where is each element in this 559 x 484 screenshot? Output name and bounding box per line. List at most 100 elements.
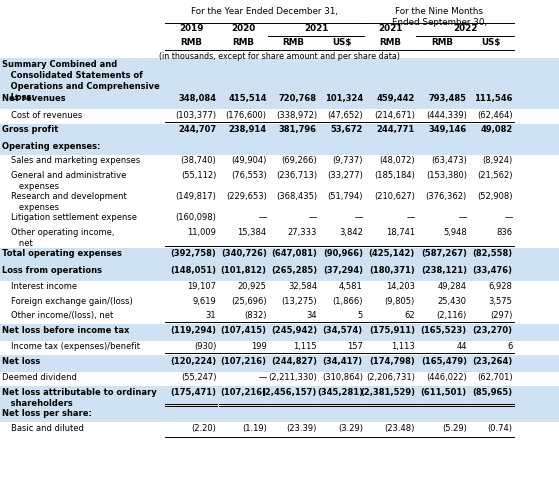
Bar [0,124,559,140]
Text: 20,925: 20,925 [238,282,267,291]
Text: (9,805): (9,805) [385,297,415,306]
Text: 111,546: 111,546 [474,94,513,104]
Text: 2022: 2022 [453,24,477,33]
Text: Net revenues: Net revenues [2,94,65,104]
Text: 14,203: 14,203 [386,282,415,291]
Text: RMB: RMB [181,38,202,47]
Text: 31: 31 [206,311,216,320]
Text: 349,146: 349,146 [429,125,467,135]
Text: (446,022): (446,022) [426,373,467,382]
Text: 9,619: 9,619 [193,297,216,306]
Text: (37,294): (37,294) [323,266,363,275]
Text: 199: 199 [251,342,267,351]
Bar [0,372,559,386]
Text: 27,333: 27,333 [287,228,317,237]
Bar [0,109,559,124]
Text: (63,473): (63,473) [431,156,467,166]
Text: (69,266): (69,266) [281,156,317,166]
Text: Other operating income,
   net: Other operating income, net [11,228,115,248]
Text: (2,206,731): (2,206,731) [366,373,415,382]
Text: (165,479): (165,479) [421,357,467,366]
Text: Cost of revenues: Cost of revenues [11,111,82,120]
Text: (160,098): (160,098) [176,213,216,223]
Text: (25,696): (25,696) [231,297,267,306]
Text: (185,184): (185,184) [374,171,415,180]
Bar [0,169,559,191]
Text: 101,324: 101,324 [325,94,363,104]
Text: (33,476): (33,476) [472,266,513,275]
Bar [0,212,559,227]
Text: (832): (832) [244,311,267,320]
Text: (174,798): (174,798) [369,357,415,366]
Bar [0,58,559,93]
Text: 720,768: 720,768 [279,94,317,104]
Text: (2,116): (2,116) [437,311,467,320]
Text: (245,942): (245,942) [271,326,317,335]
Text: (176,600): (176,600) [226,111,267,120]
Text: (229,653): (229,653) [226,192,267,201]
Text: 2021: 2021 [304,24,329,33]
Text: (49,904): (49,904) [231,156,267,166]
Bar [0,248,559,264]
Text: (13,275): (13,275) [281,297,317,306]
Text: 2019: 2019 [179,24,203,33]
Text: (345,281): (345,281) [317,388,363,397]
Text: (310,864): (310,864) [322,373,363,382]
Text: (425,142): (425,142) [368,249,415,258]
Bar [0,408,559,422]
Text: (9,737): (9,737) [332,156,363,166]
Text: Total operating expenses: Total operating expenses [2,249,121,258]
Text: (153,380): (153,380) [426,171,467,180]
Text: Research and development
   expenses: Research and development expenses [11,192,127,212]
Text: (214,671): (214,671) [374,111,415,120]
Text: (5.29): (5.29) [442,424,467,433]
Text: 157: 157 [347,342,363,351]
Text: —: — [258,373,267,382]
Text: (23.39): (23.39) [287,424,317,433]
Text: —: — [354,213,363,223]
Bar [0,227,559,248]
Text: (2.20): (2.20) [192,424,216,433]
Text: (244,827): (244,827) [271,357,317,366]
Text: Gross profit: Gross profit [2,125,58,135]
Text: —: — [406,213,415,223]
Text: 5,948: 5,948 [443,228,467,237]
Text: (165,523): (165,523) [420,326,467,335]
Text: (1,866): (1,866) [332,297,363,306]
Text: (in thousands, except for share amount and per share data): (in thousands, except for share amount a… [159,52,400,61]
Text: (101,812): (101,812) [221,266,267,275]
Text: 415,514: 415,514 [228,94,267,104]
Text: Deemed dividend: Deemed dividend [2,373,77,382]
Bar [0,281,559,295]
Text: (175,911): (175,911) [369,326,415,335]
Text: (2,456,157): (2,456,157) [262,388,317,397]
Bar [0,264,559,281]
Text: (149,817): (149,817) [176,192,216,201]
Text: (930): (930) [194,342,216,351]
Text: (444,339): (444,339) [426,111,467,120]
Text: 836: 836 [496,228,513,237]
Bar [0,355,559,372]
Text: Litigation settlement expense: Litigation settlement expense [11,213,137,223]
Text: Loss from operations: Loss from operations [2,266,102,275]
Text: (82,558): (82,558) [472,249,513,258]
Text: (55,247): (55,247) [181,373,216,382]
Text: (62,464): (62,464) [477,111,513,120]
Text: Net loss: Net loss [2,357,40,366]
Text: General and administrative
   expenses: General and administrative expenses [11,171,126,191]
Text: 348,084: 348,084 [178,94,216,104]
Text: US$: US$ [482,38,501,47]
Text: —: — [458,213,467,223]
Text: (148,051): (148,051) [170,266,216,275]
Text: (3.29): (3.29) [338,424,363,433]
Text: 1,113: 1,113 [391,342,415,351]
Text: 6,928: 6,928 [489,282,513,291]
Text: Sales and marketing expenses: Sales and marketing expenses [11,156,140,166]
Text: 18,741: 18,741 [386,228,415,237]
Text: 381,796: 381,796 [279,125,317,135]
Text: 6: 6 [507,342,513,351]
Text: 49,284: 49,284 [438,282,467,291]
Text: (340,726): (340,726) [221,249,267,258]
Text: 2021: 2021 [378,24,402,33]
Text: (90,966): (90,966) [323,249,363,258]
